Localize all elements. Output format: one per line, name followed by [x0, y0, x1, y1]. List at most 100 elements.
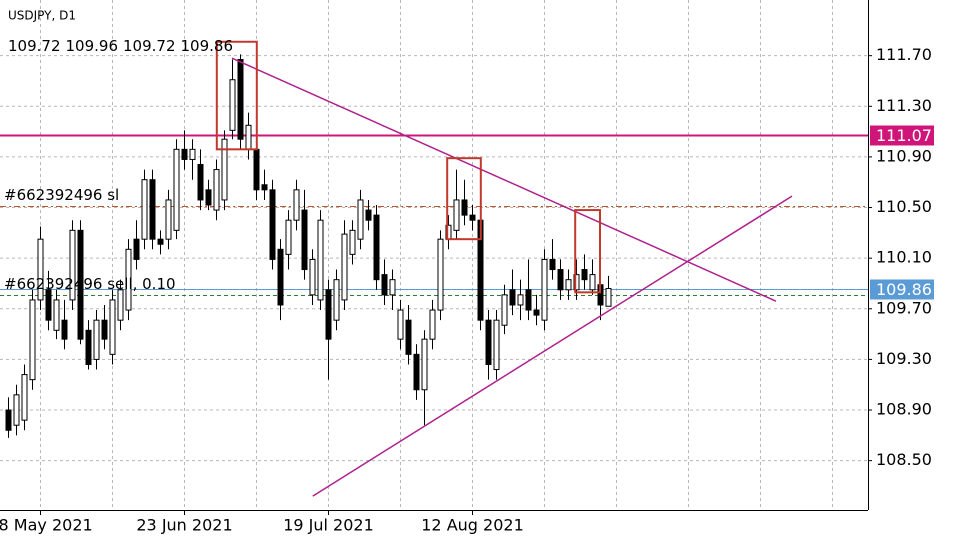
trendline	[312, 195, 793, 497]
candle-body	[357, 199, 364, 240]
candle-body	[101, 319, 108, 340]
y-tick-label: 110.90	[876, 146, 932, 165]
candle-body	[485, 319, 492, 365]
candle-body	[117, 289, 124, 321]
candle-body	[565, 279, 572, 291]
price-tag-label: 109.86	[876, 280, 932, 299]
candle-body	[277, 248, 284, 306]
candle-body	[45, 289, 52, 321]
candle-body	[381, 274, 388, 296]
order-label: #662392496 sell, 0.10	[4, 275, 176, 293]
candle-body	[245, 124, 252, 150]
candle-body	[365, 209, 372, 221]
candle-body	[125, 248, 132, 311]
candle-body	[469, 214, 476, 221]
candle-body	[93, 319, 100, 360]
candle-body	[501, 294, 508, 326]
candle-body	[165, 199, 172, 240]
highlight-box	[446, 157, 482, 241]
candle-body	[189, 148, 196, 160]
ohlc-value: 109.96	[66, 37, 119, 55]
candle-body	[141, 179, 148, 240]
x-tick-label: 28 May 2021	[0, 516, 93, 535]
candle-body	[517, 294, 524, 306]
candle-body	[509, 289, 516, 306]
price-tag	[870, 125, 934, 146]
candle-body	[61, 319, 68, 340]
y-tick-label: 108.50	[876, 450, 932, 469]
candle-body	[533, 309, 540, 316]
ohlc-value: 109.86	[181, 37, 234, 55]
candle-body	[21, 374, 28, 421]
candle-body	[573, 274, 580, 291]
candle-body	[325, 289, 332, 340]
candle-body	[549, 258, 556, 271]
candle-body	[213, 169, 220, 211]
candle-body	[237, 58, 244, 140]
candle-body	[557, 269, 564, 291]
candle-body	[181, 148, 188, 160]
x-tick-label: 19 Jul 2021	[283, 516, 374, 535]
candle-body	[605, 288, 612, 307]
y-tick-label: 111.30	[876, 96, 932, 115]
ohlc-value: 109.72	[8, 37, 61, 55]
candle-body	[317, 219, 324, 301]
candle-body	[37, 238, 44, 301]
candle-body	[205, 189, 212, 206]
x-tick-label: 23 Jun 2021	[136, 516, 232, 535]
candle-body	[85, 329, 92, 365]
candle-body	[421, 338, 428, 391]
candle-body	[413, 353, 420, 391]
candle-body	[77, 229, 84, 340]
candle-body	[541, 258, 548, 321]
y-tick-label: 109.30	[876, 349, 932, 368]
ohlc-value: 109.72	[123, 37, 176, 55]
candle-body	[197, 164, 204, 201]
candle-body	[229, 79, 236, 131]
candle-body	[341, 233, 348, 301]
candle-body	[309, 258, 316, 296]
candle-body	[405, 319, 412, 355]
candle-body	[581, 269, 588, 281]
candle-body	[253, 148, 260, 191]
y-tick-label: 110.10	[876, 248, 932, 267]
candle-body	[349, 229, 356, 255]
order-label: #662392496 sl	[4, 186, 119, 204]
highlight-box	[574, 209, 602, 294]
candle-body	[29, 299, 36, 381]
y-tick-label: 108.90	[876, 400, 932, 419]
candle-body	[53, 299, 60, 331]
marks	[0, 40, 868, 497]
candle-body	[293, 189, 300, 221]
candle-body	[437, 238, 444, 311]
candle-body	[5, 409, 12, 431]
candle-body	[373, 214, 380, 281]
candle-body	[285, 219, 292, 255]
candle-body	[389, 279, 396, 296]
candle-body	[109, 299, 116, 355]
y-tick-label: 111.70	[876, 45, 932, 64]
candle-body	[69, 229, 76, 301]
candle-body	[269, 189, 276, 260]
candle-body	[493, 319, 500, 371]
candle-body	[525, 289, 532, 311]
price-tag	[870, 279, 934, 300]
candle-body	[133, 238, 140, 260]
candle-body	[221, 138, 228, 201]
candle-body	[461, 199, 468, 216]
candle-body	[453, 199, 460, 231]
y-tick-label: 110.50	[876, 197, 932, 216]
candle-body	[333, 279, 340, 321]
candle-body	[397, 309, 404, 340]
candle-body	[589, 274, 596, 291]
ohlc-readout: 109.72 109.96 109.72 109.86	[8, 37, 233, 55]
price-tag-label: 111.07	[876, 126, 932, 145]
x-tick-label: 12 Aug 2021	[421, 516, 524, 535]
highlight-box	[215, 40, 258, 151]
candle-body	[149, 179, 156, 240]
candle-body	[301, 209, 308, 271]
trendline	[231, 57, 777, 302]
candle-body	[261, 184, 268, 191]
candle-body	[173, 148, 180, 231]
